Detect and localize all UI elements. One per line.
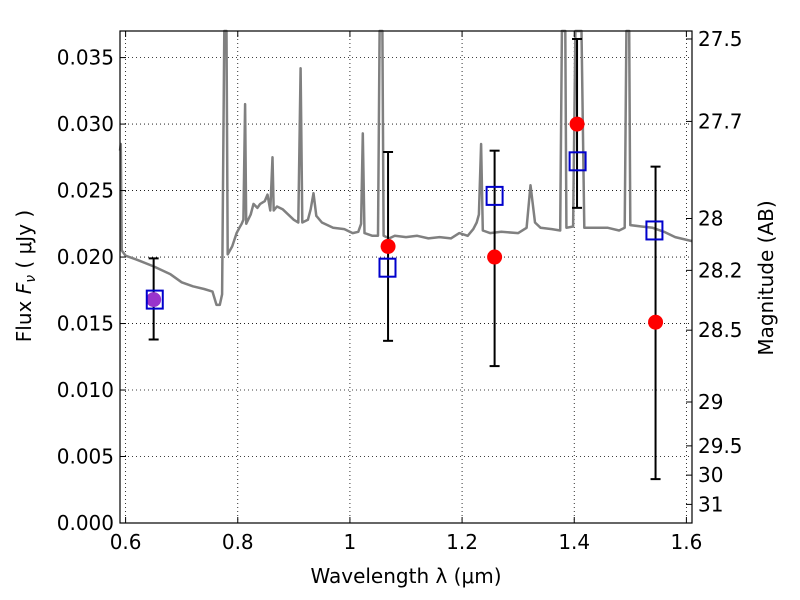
y-tick-label: 0.010 [57,378,114,402]
x-tick-label: 0.6 [110,530,142,554]
y2-tick-label: 31 [698,492,723,516]
y-tick-label: 0.015 [57,312,114,336]
plot-frame [119,30,693,524]
y2-tick-label: 30 [698,463,723,487]
observed-point [146,292,162,308]
x-tick-label: 0.8 [222,530,254,554]
y-axis-label-prefix: Flux [12,294,36,342]
y2-tick-label: 27.5 [698,27,743,51]
y-tick-label: 0.005 [57,445,114,469]
y-tick-label: 0.000 [57,511,114,535]
y-tick-label: 0.035 [57,46,114,70]
model-point [145,289,164,310]
x-tick-label: 1.4 [558,530,590,554]
model-point [568,151,587,172]
model-photometry-points [145,151,664,310]
y2-tick-label: 28.5 [698,318,743,342]
observed-point [648,314,664,330]
y-axis-label-subscript: ν [23,275,39,283]
observed-point [380,238,396,254]
y-axis-ticks: 0.000 0.005 0.010 0.015 0.020 0.025 0.030 0.035 [57,46,126,535]
y2-axis-ticks: 27.5 27.7 28 28.2 28.5 29 29.5 30 31 [686,27,743,516]
y2-tick-label: 29.5 [698,434,743,458]
y2-axis-label: Magnitude (AB) [754,200,778,355]
y2-tick-label: 28 [698,206,723,230]
y-axis-label: Flux Fν ( μJy ) [12,210,39,342]
y-tick-label: 0.020 [57,245,114,269]
model-point [485,185,504,206]
y-tick-label: 0.030 [57,112,114,136]
model-spectrum-line [118,29,693,307]
observed-point [569,116,585,132]
x-axis-label: Wavelength λ (μm) [310,564,501,588]
y-tick-label: 0.025 [57,179,114,203]
y2-tick-label: 28.2 [698,258,743,282]
x-tick-label: 1.2 [446,530,478,554]
x-tick-label: 1.6 [670,530,702,554]
observed-point [487,249,503,265]
y2-tick-label: 29 [698,390,723,414]
grid [120,31,692,524]
model-point [378,257,397,278]
spectrum-series [118,29,693,307]
model-point [645,220,664,241]
y-axis-label-unit: ( μJy ) [12,210,36,275]
x-tick-label: 1 [344,530,357,554]
observed-points [146,116,664,330]
y2-tick-label: 27.7 [698,109,743,133]
x-axis-ticks: 0.6 0.8 1 1.2 1.4 1.6 [110,31,702,554]
y-axis-label-symbol: F [12,282,36,294]
